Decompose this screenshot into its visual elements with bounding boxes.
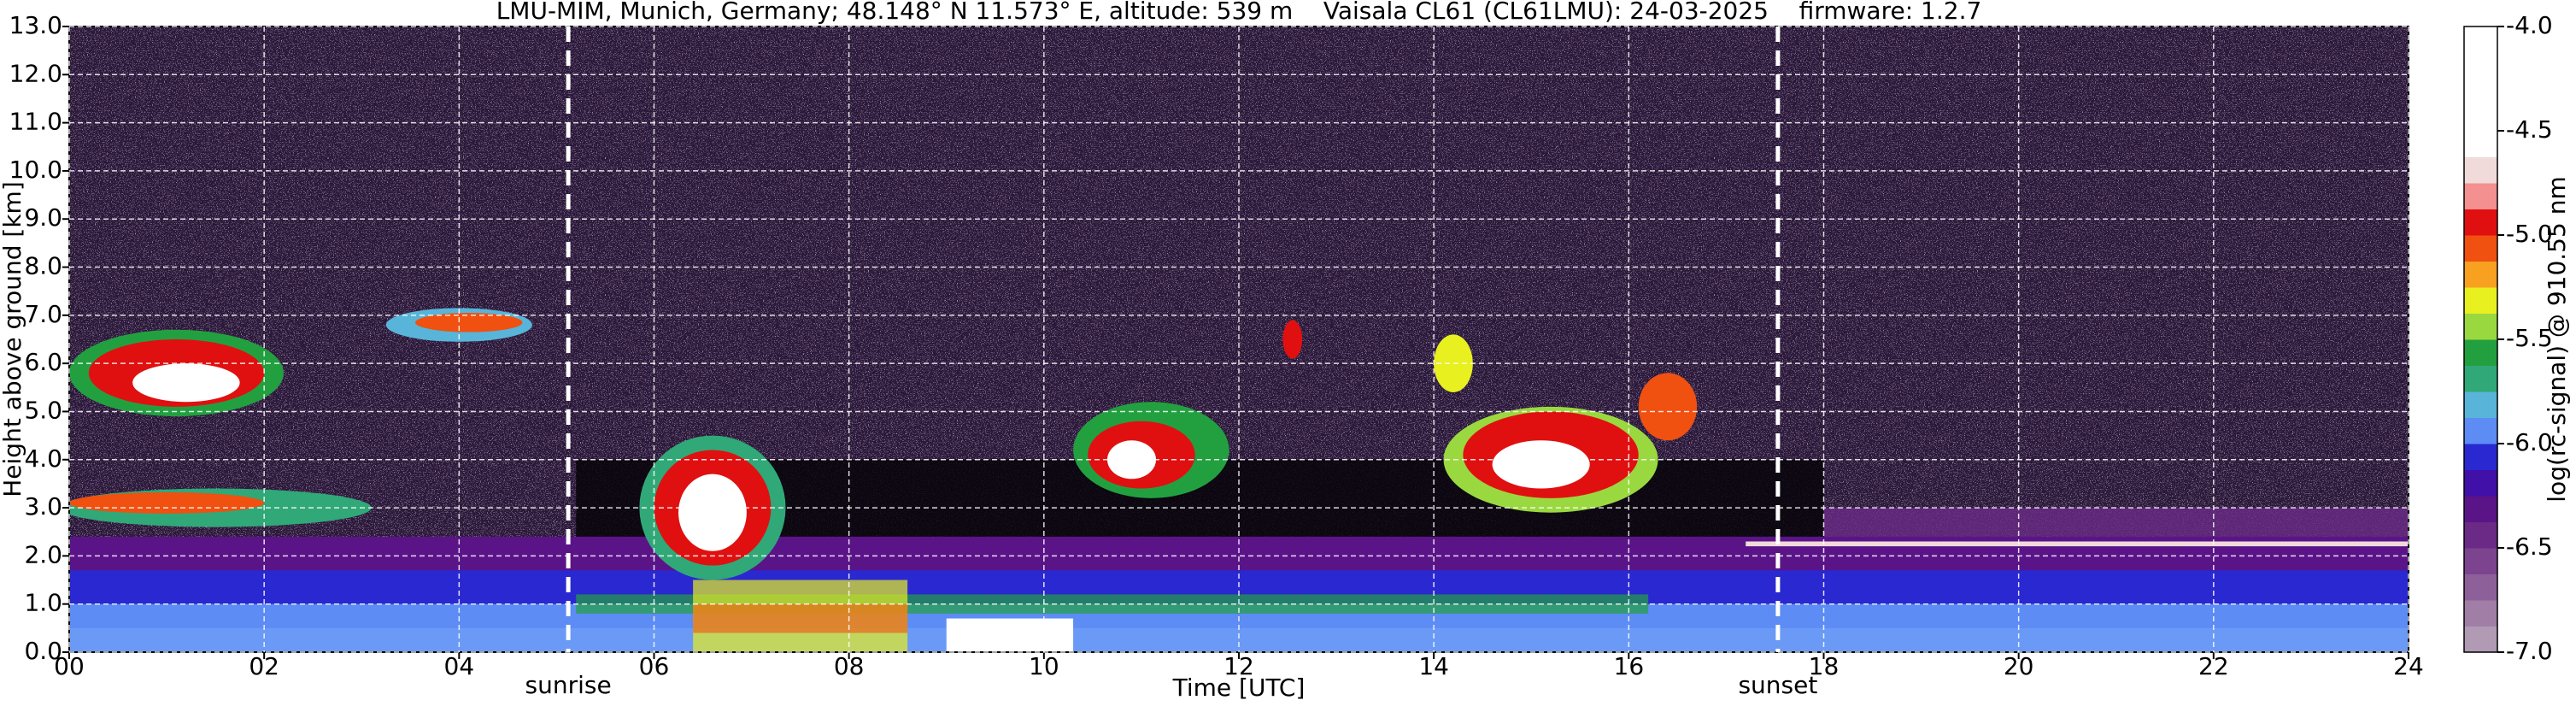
colorbar-label: log(rc-signal) @ 910.55 nm bbox=[2543, 176, 2571, 502]
y-axis-label: Height above ground [km] bbox=[0, 181, 26, 497]
colorbar-segment bbox=[2464, 496, 2497, 522]
colorbar-segment bbox=[2464, 79, 2497, 105]
colorbar-segment bbox=[2464, 417, 2497, 444]
colorbar-segment bbox=[2464, 548, 2497, 574]
y-tick-label: 9.0 bbox=[24, 203, 62, 232]
colorbar-segment bbox=[2464, 391, 2497, 418]
colorbar-segment bbox=[2464, 156, 2497, 184]
colorbar-tick-label: -6.5 bbox=[2506, 532, 2553, 561]
colorbar-segment bbox=[2464, 521, 2497, 549]
y-tick-label: 13.0 bbox=[9, 11, 62, 39]
colorbar-tick-label: -7.0 bbox=[2506, 637, 2553, 665]
colorbar-segment bbox=[2464, 574, 2497, 601]
x-tick-label: 10 bbox=[1029, 652, 1059, 680]
chart-title: LMU-MIM, Munich, Germany; 48.148° N 11.5… bbox=[496, 0, 1982, 25]
colorbar-tick-label: -6.0 bbox=[2506, 428, 2553, 456]
colorbar-segment bbox=[2464, 626, 2497, 653]
colorbar-segment bbox=[2464, 600, 2497, 627]
x-tick-label: 02 bbox=[249, 652, 279, 680]
colorbar-segment bbox=[2464, 287, 2497, 314]
colorbar-segment bbox=[2464, 313, 2497, 340]
colorbar-tick-label: -4.0 bbox=[2506, 11, 2553, 39]
x-tick-label: 12 bbox=[1223, 652, 1254, 680]
y-tick-label: 3.0 bbox=[24, 492, 62, 521]
y-tick-label: 4.0 bbox=[24, 444, 62, 473]
colorbar-segment bbox=[2464, 235, 2497, 262]
backscatter-field bbox=[69, 26, 2409, 652]
annotation-label: sunset bbox=[1738, 671, 1817, 699]
colorbar-tick-label: -5.0 bbox=[2506, 220, 2553, 248]
colorbar-segment bbox=[2464, 131, 2497, 157]
colorbar-tick-label: -4.5 bbox=[2506, 115, 2553, 144]
y-tick-label: 1.0 bbox=[24, 589, 62, 617]
x-tick-label: 16 bbox=[1614, 652, 1645, 680]
colorbar-segment bbox=[2464, 444, 2497, 470]
x-tick-label: 06 bbox=[639, 652, 670, 680]
colorbar-segment bbox=[2464, 261, 2497, 288]
colorbar-segment bbox=[2464, 209, 2497, 236]
x-tick-label: 24 bbox=[2393, 652, 2424, 680]
x-tick-label: 22 bbox=[2198, 652, 2229, 680]
colorbar-segment bbox=[2464, 52, 2497, 79]
y-tick-label: 5.0 bbox=[24, 396, 62, 424]
colorbar-tick-label: -5.5 bbox=[2506, 324, 2553, 352]
colorbar-segment bbox=[2464, 104, 2497, 132]
y-tick-label: 11.0 bbox=[9, 108, 62, 136]
colorbar-segment bbox=[2464, 339, 2497, 366]
colorbar-segment bbox=[2464, 469, 2497, 497]
y-tick-label: 0.0 bbox=[24, 637, 62, 665]
x-tick-label: 18 bbox=[1809, 652, 1840, 680]
x-axis-label: Time [UTC] bbox=[1172, 674, 1306, 702]
colorbar-segment bbox=[2464, 26, 2497, 53]
colorbar-segment bbox=[2464, 183, 2497, 209]
annotation-label: sunrise bbox=[525, 671, 612, 699]
y-tick-label: 12.0 bbox=[9, 59, 62, 87]
colorbar-segment bbox=[2464, 365, 2497, 392]
x-tick-label: 04 bbox=[444, 652, 475, 680]
x-tick-label: 14 bbox=[1418, 652, 1449, 680]
y-tick-label: 8.0 bbox=[24, 252, 62, 280]
x-tick-label: 20 bbox=[2004, 652, 2034, 680]
y-tick-label: 2.0 bbox=[24, 540, 62, 568]
y-tick-label: 6.0 bbox=[24, 348, 62, 376]
x-tick-label: 00 bbox=[54, 652, 85, 680]
y-tick-label: 7.0 bbox=[24, 300, 62, 328]
x-tick-label: 08 bbox=[834, 652, 865, 680]
y-tick-label: 10.0 bbox=[9, 156, 62, 184]
